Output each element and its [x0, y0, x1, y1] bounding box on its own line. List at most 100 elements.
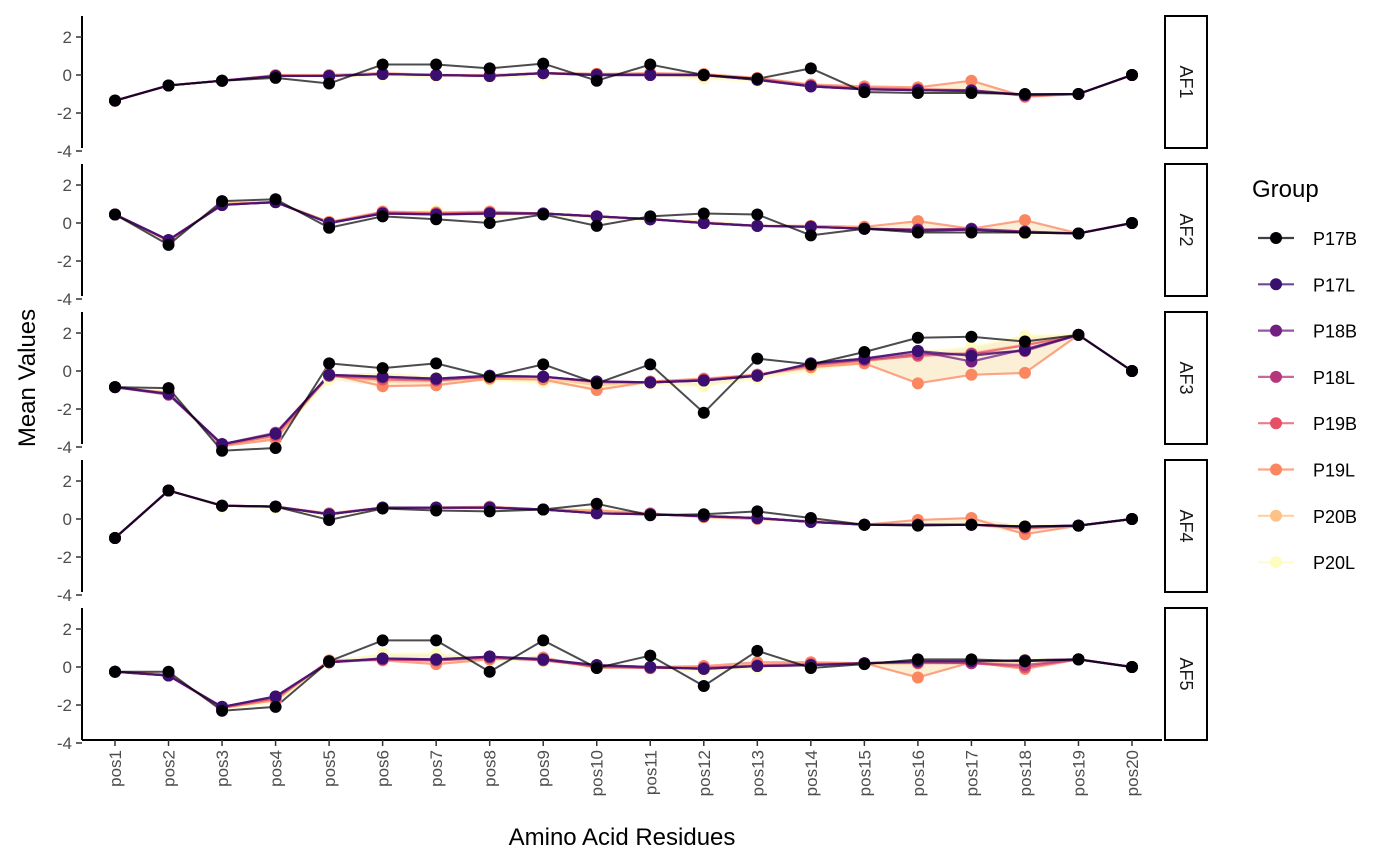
data-point	[483, 207, 496, 220]
data-point	[697, 680, 710, 692]
data-point	[1072, 519, 1085, 532]
data-point	[109, 208, 121, 221]
data-point	[590, 507, 603, 520]
series-points-p17b	[109, 193, 1138, 251]
data-point	[430, 58, 443, 71]
legend-label: P19L	[1313, 461, 1355, 481]
y-tick-label: -2	[57, 400, 72, 419]
x-tick-label: pos19	[1069, 750, 1088, 796]
x-tick-label: pos15	[855, 750, 874, 796]
strip-label: AF4	[1176, 509, 1196, 542]
data-point	[751, 660, 764, 673]
x-axis: pos1 pos2 pos3 pos4 pos5 pos6 pos7 pos8 pos9 pos1…	[82, 739, 1162, 796]
data-point	[109, 665, 121, 678]
data-point	[965, 330, 978, 343]
data-point	[858, 518, 871, 531]
data-point	[858, 222, 871, 235]
data-point	[751, 219, 764, 232]
series-points-p17b	[109, 484, 1138, 544]
data-point	[804, 512, 817, 525]
data-point	[965, 653, 978, 666]
series-line-p18l	[114, 656, 1133, 709]
data-point	[751, 369, 764, 382]
x-tick-label: pos10	[588, 750, 607, 796]
y-tick-label: -4	[57, 734, 72, 753]
data-point	[537, 208, 550, 221]
x-tick-label: pos5	[320, 750, 339, 787]
data-point	[430, 634, 443, 647]
data-point	[965, 368, 978, 381]
data-point	[1018, 226, 1031, 239]
y-tick-label: 0	[63, 510, 72, 529]
legend-key-point	[1270, 556, 1282, 569]
data-point	[644, 210, 657, 223]
data-point	[804, 220, 817, 233]
strip-label: AF3	[1176, 361, 1196, 394]
data-point	[483, 217, 496, 229]
data-point	[216, 195, 229, 208]
legend-label: P17L	[1313, 275, 1355, 295]
panel-af5: 2 0 -2 -4 AF5	[57, 607, 1208, 753]
y-tick-label: -4	[57, 438, 72, 457]
data-point	[323, 221, 336, 234]
y-tick-label: 2	[63, 472, 72, 491]
series-line-p20b	[114, 333, 1133, 447]
data-point	[269, 500, 282, 513]
data-point	[483, 62, 496, 75]
y-tick-label: -4	[57, 142, 72, 161]
data-point	[537, 67, 550, 80]
data-point	[483, 650, 496, 663]
data-point	[430, 357, 443, 370]
series-line-p17b	[114, 489, 1133, 539]
data-point	[1126, 69, 1138, 81]
legend-key-point	[1270, 509, 1282, 522]
data-point	[644, 358, 657, 371]
data-point	[430, 69, 443, 81]
series-points-p17b	[109, 634, 1138, 717]
legend-key-point	[1270, 278, 1282, 291]
data-point	[376, 634, 389, 647]
panel-af2: 2 0 -2 -4 AF2	[57, 163, 1208, 309]
data-point	[911, 671, 924, 684]
x-axis-title: Amino Acid Residues	[509, 824, 736, 851]
data-point	[537, 57, 550, 70]
series-line-p17l	[114, 71, 1133, 102]
data-point	[323, 368, 336, 381]
data-point	[216, 499, 229, 512]
x-tick-label: pos8	[481, 750, 500, 787]
data-point	[590, 219, 603, 232]
data-point	[965, 349, 978, 362]
data-point	[965, 518, 978, 531]
legend: Group P17B P17L P18B P18L P19B P19L P20B P20L	[1252, 176, 1357, 573]
legend-key-point	[1270, 463, 1282, 476]
y-tick-label: 2	[63, 176, 72, 195]
legend-label: P18B	[1313, 322, 1357, 342]
data-point	[644, 661, 657, 673]
data-point	[911, 331, 924, 344]
data-point	[269, 427, 282, 440]
data-point	[376, 362, 389, 375]
data-point	[697, 406, 710, 419]
data-point	[376, 58, 389, 71]
y-tick-label: -2	[57, 104, 72, 123]
x-tick-label: pos3	[213, 750, 232, 787]
x-tick-label: pos9	[534, 750, 553, 787]
x-tick-label: pos2	[160, 750, 179, 787]
y-axis-title: Mean Values	[14, 309, 41, 447]
ribbon	[115, 334, 1132, 447]
data-point	[911, 226, 924, 239]
data-point	[1018, 335, 1031, 348]
data-point	[1126, 513, 1138, 525]
legend-key-point	[1270, 417, 1282, 430]
series-line-p17l	[114, 489, 1133, 539]
data-point	[911, 653, 924, 666]
data-point	[430, 653, 443, 666]
data-point	[590, 661, 603, 674]
data-point	[537, 653, 550, 666]
data-point	[911, 87, 924, 100]
y-tick-label: 0	[63, 214, 72, 233]
y-tick-label: 0	[63, 362, 72, 381]
y-tick-label: 0	[63, 66, 72, 85]
data-point	[1018, 88, 1031, 100]
